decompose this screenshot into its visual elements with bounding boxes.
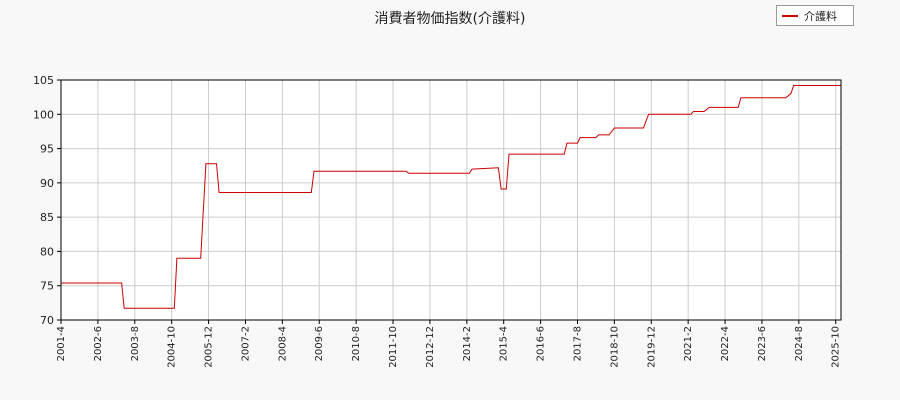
x-tick-label: 2019-12 [646, 326, 657, 368]
plot-background [61, 80, 841, 320]
y-tick-label: 100 [33, 108, 54, 121]
y-tick-label: 70 [40, 314, 54, 327]
x-tick-label: 2023-6 [757, 326, 768, 361]
x-tick-label: 2011-10 [388, 326, 399, 368]
y-tick-label: 95 [40, 143, 54, 156]
x-tick-label: 2016-6 [536, 326, 547, 361]
x-tick-label: 2010-8 [351, 326, 362, 361]
y-tick-label: 75 [40, 280, 54, 293]
y-tick-label: 80 [40, 245, 54, 258]
x-tick-label: 2012-12 [425, 326, 436, 368]
x-tick-label: 2022-4 [720, 326, 731, 361]
y-tick-label: 85 [40, 211, 54, 224]
x-tick-label: 2007-2 [240, 326, 251, 361]
y-tick-label: 105 [33, 74, 54, 87]
legend-label: 介護料 [804, 9, 837, 23]
x-tick-label: 2004-10 [167, 326, 178, 368]
x-tick-label: 2001-4 [56, 326, 67, 361]
x-tick-label: 2025-10 [831, 326, 842, 368]
x-tick-label: 2021-2 [683, 326, 694, 361]
chart-title: 消費者物価指数(介護料) [374, 11, 526, 27]
x-tick-label: 2017-8 [572, 326, 583, 361]
y-tick-label: 90 [40, 177, 54, 190]
x-tick-label: 2015-4 [499, 326, 510, 361]
x-tick-label: 2005-12 [204, 326, 215, 368]
legend: 介護料 [776, 5, 854, 26]
x-tick-label: 2008-4 [277, 326, 288, 361]
x-tick-label: 2018-10 [609, 326, 620, 368]
legend-swatch [782, 14, 798, 17]
x-tick-label: 2003-8 [130, 326, 141, 361]
plot-frame [60, 79, 842, 321]
x-tick-label: 2002-6 [93, 326, 104, 361]
x-tick-label: 2009-6 [314, 326, 325, 361]
x-tick-label: 2024-8 [794, 326, 805, 361]
x-tick-label: 2014-2 [462, 326, 473, 361]
series-line-介護料 [61, 85, 841, 309]
